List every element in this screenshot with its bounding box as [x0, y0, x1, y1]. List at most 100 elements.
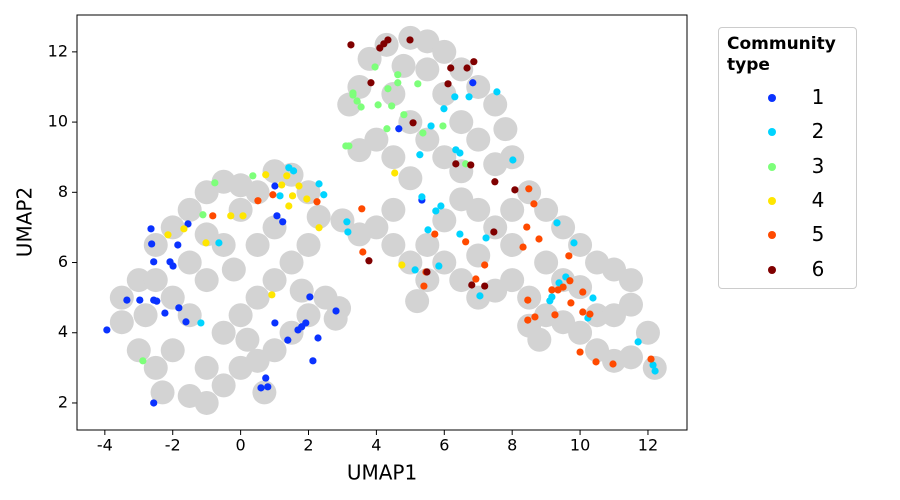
point: [519, 243, 527, 251]
legend-item: 4: [719, 186, 858, 216]
background-point: [109, 285, 134, 310]
point: [548, 286, 556, 294]
point: [651, 367, 659, 375]
background-point: [432, 81, 457, 106]
background-point: [381, 145, 406, 170]
point: [279, 218, 287, 226]
point: [589, 294, 597, 302]
point: [470, 58, 478, 66]
point: [184, 220, 192, 228]
point: [523, 223, 531, 231]
point: [153, 297, 161, 305]
point: [419, 129, 427, 137]
background-point: [534, 250, 559, 275]
point: [462, 238, 470, 246]
point: [349, 89, 357, 97]
point: [592, 358, 600, 366]
point: [431, 230, 439, 238]
background-point: [466, 127, 491, 152]
point: [285, 202, 293, 210]
background-point: [551, 215, 576, 240]
legend-title: Community type: [727, 34, 836, 75]
point: [491, 178, 499, 186]
point: [551, 311, 559, 319]
y-tick-label: 2: [58, 392, 68, 411]
point: [150, 399, 158, 407]
point: [509, 156, 517, 164]
point: [278, 181, 286, 189]
point: [271, 319, 279, 327]
point: [215, 239, 223, 247]
point: [395, 125, 403, 133]
background-point: [483, 152, 508, 177]
point: [359, 248, 367, 256]
background-point: [432, 39, 457, 64]
background-point: [551, 268, 576, 293]
point: [276, 192, 284, 200]
background-point: [194, 222, 219, 247]
point: [481, 282, 489, 290]
legend-item: 5: [719, 220, 858, 250]
point: [197, 319, 205, 327]
y-tick-label: 8: [58, 182, 68, 201]
background-point: [160, 338, 185, 363]
background-point: [381, 232, 406, 257]
legend-marker: [768, 231, 776, 240]
background-point: [296, 303, 321, 328]
background-point: [381, 81, 406, 106]
background-point: [228, 197, 253, 222]
point: [456, 230, 464, 238]
background-point: [415, 232, 440, 257]
background-point: [432, 145, 457, 170]
point: [302, 319, 310, 327]
point: [211, 179, 219, 187]
point: [202, 239, 210, 247]
point: [423, 268, 431, 276]
background-point: [109, 310, 134, 335]
point: [273, 212, 281, 220]
point: [530, 200, 538, 208]
point: [559, 283, 567, 291]
background-point: [449, 57, 474, 82]
background-point: [449, 110, 474, 135]
point: [553, 219, 561, 227]
background-point: [262, 338, 287, 363]
background-point: [449, 268, 474, 293]
background-point: [221, 257, 246, 282]
point: [394, 71, 402, 79]
point: [482, 234, 490, 242]
x-tick-label: 10: [570, 436, 590, 455]
point: [169, 262, 177, 270]
background-point: [527, 327, 552, 352]
point: [411, 266, 419, 274]
x-axis-label: UMAP1: [347, 461, 417, 485]
point: [565, 252, 573, 260]
point: [249, 172, 257, 180]
point: [609, 360, 617, 368]
legend-marker: [768, 94, 776, 102]
point: [284, 336, 292, 344]
point: [371, 63, 379, 71]
point: [531, 313, 539, 321]
point: [123, 296, 131, 304]
point: [306, 293, 314, 301]
background-point: [126, 338, 151, 363]
point: [391, 169, 399, 177]
background-point: [466, 197, 491, 222]
point: [567, 299, 575, 307]
point: [303, 195, 311, 203]
background-point: [177, 250, 202, 275]
point: [566, 277, 574, 285]
point: [288, 192, 297, 200]
y-tick-label: 10: [48, 112, 68, 131]
point: [576, 348, 584, 356]
point: [309, 357, 317, 365]
point: [150, 258, 158, 266]
point: [262, 171, 270, 179]
point: [174, 241, 182, 249]
background-point: [493, 117, 518, 142]
background-point: [585, 338, 610, 363]
background-point: [245, 180, 270, 205]
